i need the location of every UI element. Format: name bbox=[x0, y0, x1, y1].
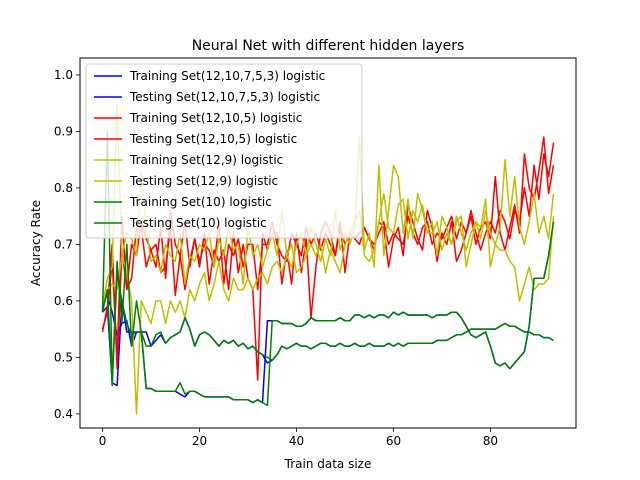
series-line-4 bbox=[101, 192, 555, 415]
y-tick-label: 0.6 bbox=[54, 294, 73, 308]
x-axis-label: Train data size bbox=[284, 457, 372, 471]
y-tick-label: 0.7 bbox=[54, 237, 73, 251]
y-tick-label: 0.5 bbox=[54, 350, 73, 364]
y-tick-label: 0.9 bbox=[54, 124, 73, 138]
legend-label: Training Set(10) logistic bbox=[129, 195, 272, 209]
legend: Training Set(12,10,7,5,3) logistic Testin… bbox=[85, 63, 363, 239]
y-tick-label: 0.4 bbox=[54, 407, 73, 421]
series-line-6 bbox=[101, 130, 554, 384]
plot-frame bbox=[79, 57, 577, 429]
legend-label: Training Set(12,10,5) logistic bbox=[129, 111, 302, 125]
legend-label: Testing Set(12,10,5) logistic bbox=[129, 132, 297, 146]
x-tick-label: 40 bbox=[289, 434, 304, 448]
chart-title: Neural Net with different hidden layers bbox=[192, 38, 465, 54]
axes-layer: 0 20 40 60 80 0.4 0.5 0.6 0.7 0.8 0.9 1.0 bbox=[54, 68, 498, 448]
legend-label: Training Set(12,10,7,5,3) logistic bbox=[129, 69, 325, 83]
y-axis-label: Accuracy Rate bbox=[29, 200, 43, 286]
y-tick-label: 1.0 bbox=[54, 68, 73, 82]
legend-box bbox=[85, 63, 363, 239]
legend-label: Testing Set(12,9) logistic bbox=[129, 174, 278, 188]
x-tick-label: 0 bbox=[99, 434, 107, 448]
x-tick-label: 20 bbox=[192, 434, 207, 448]
series-line-7 bbox=[101, 221, 555, 407]
x-tick-label: 80 bbox=[483, 434, 498, 448]
legend-label: Training Set(12,9) logistic bbox=[129, 153, 283, 167]
legend-label: Testing Set(10) logistic bbox=[129, 216, 267, 230]
x-tick-label: 60 bbox=[386, 434, 401, 448]
legend-label: Testing Set(12,10,7,5,3) logistic bbox=[129, 90, 320, 104]
y-tick-label: 0.8 bbox=[54, 181, 73, 195]
series-line-5 bbox=[101, 102, 555, 307]
